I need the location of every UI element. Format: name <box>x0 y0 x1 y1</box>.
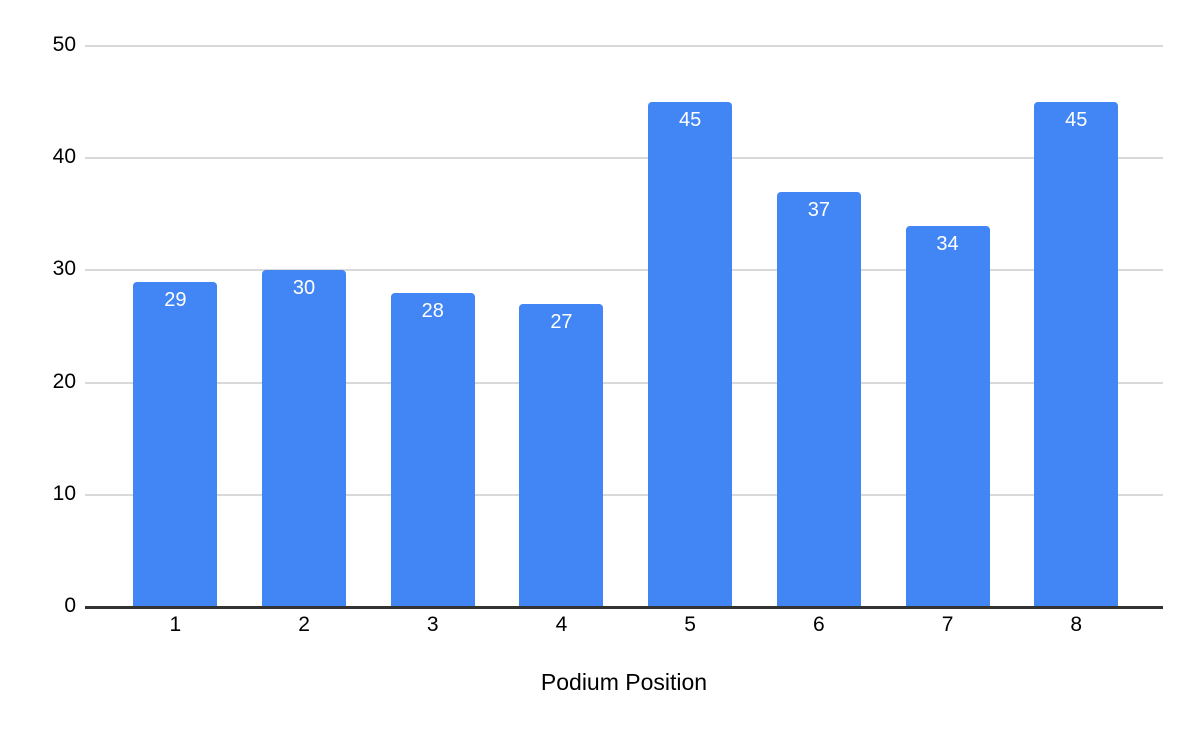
bar: 45 <box>1034 102 1119 607</box>
bar: 28 <box>390 292 475 607</box>
bar: 29 <box>133 281 218 607</box>
bar: 27 <box>519 304 604 607</box>
x-tick-label: 4 <box>555 613 568 636</box>
y-tick-label: 30 <box>52 257 76 281</box>
x-tick-label: 1 <box>169 613 182 636</box>
x-tick-label: 8 <box>1070 613 1083 636</box>
plot-area: 29 30 28 27 45 37 34 45 <box>85 45 1163 609</box>
bar: 37 <box>776 191 861 607</box>
gridline <box>85 157 1163 160</box>
x-axis-title: Podium Position <box>540 669 708 695</box>
y-axis-labels: 0 10 20 30 40 50 <box>0 0 76 742</box>
bar: 34 <box>905 225 990 607</box>
gridline <box>85 381 1163 384</box>
bar-value-label: 45 <box>1065 109 1088 132</box>
gridline <box>85 493 1163 496</box>
y-tick-label: 20 <box>52 369 76 393</box>
x-tick-label: 3 <box>426 613 439 636</box>
x-axis-labels: 1 2 3 4 5 6 7 8 <box>111 612 1141 638</box>
x-axis-line <box>85 606 1163 609</box>
bar-value-label: 37 <box>807 198 830 221</box>
y-tick-label: 0 <box>64 594 76 617</box>
bar-value-label: 29 <box>164 288 187 311</box>
x-tick-label: 7 <box>941 613 954 636</box>
y-tick-label: 50 <box>52 33 76 56</box>
gridline <box>85 269 1163 272</box>
y-tick-label: 10 <box>52 481 76 505</box>
x-tick-label: 2 <box>298 613 310 636</box>
gridline <box>85 45 1163 47</box>
bar-value-label: 34 <box>936 232 959 255</box>
bar-value-label: 45 <box>679 109 702 132</box>
x-tick-label: 6 <box>813 613 825 636</box>
y-tick-label: 40 <box>52 145 76 169</box>
bar-value-label: 28 <box>421 299 444 322</box>
bar: 30 <box>262 270 347 607</box>
bar: 45 <box>648 102 733 607</box>
bar-value-label: 27 <box>550 311 573 334</box>
x-tick-label: 5 <box>684 613 696 636</box>
bar-value-label: 30 <box>292 277 316 300</box>
